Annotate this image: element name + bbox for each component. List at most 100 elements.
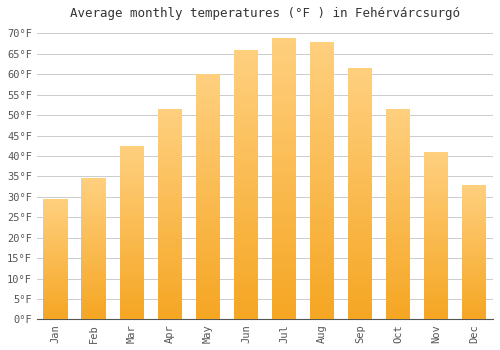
Bar [348,239,372,244]
Bar [348,284,372,289]
Bar [386,223,410,227]
Bar [120,306,144,309]
Bar [234,114,258,120]
Bar [234,293,258,298]
Bar [348,279,372,284]
Bar [158,202,182,206]
Bar [310,219,334,225]
Bar [234,147,258,152]
Bar [272,145,296,150]
Bar [348,289,372,294]
Bar [234,174,258,179]
Bar [462,233,486,236]
Bar [424,219,448,222]
Bar [310,169,334,175]
Bar [310,308,334,314]
Bar [158,239,182,244]
Bar [44,228,68,230]
Bar [272,139,296,145]
Bar [310,281,334,286]
Bar [120,288,144,292]
Bar [310,270,334,275]
Bar [82,286,106,288]
Bar [158,126,182,130]
Bar [120,188,144,191]
Bar [310,42,334,47]
Bar [234,120,258,125]
Bar [196,275,220,280]
Bar [348,194,372,199]
Bar [348,159,372,164]
Bar [44,274,68,276]
Bar [386,277,410,281]
Bar [348,304,372,309]
Bar [234,201,258,206]
Bar [82,311,106,314]
Bar [158,134,182,139]
Bar [196,187,220,192]
Bar [386,118,410,122]
Bar [120,184,144,188]
Bar [462,268,486,271]
Bar [348,299,372,304]
Bar [158,139,182,143]
Bar [120,267,144,271]
Bar [82,218,106,221]
Bar [462,266,486,268]
Bar [462,312,486,314]
Bar [234,228,258,233]
Bar [310,197,334,203]
Bar [120,285,144,288]
Bar [386,303,410,307]
Bar [234,50,258,55]
Bar [462,206,486,209]
Bar [82,288,106,291]
Bar [348,113,372,118]
Bar [348,88,372,93]
Bar [424,289,448,293]
Bar [82,294,106,297]
Bar [386,315,410,320]
Bar [120,302,144,306]
Bar [462,203,486,206]
Bar [44,279,68,281]
Bar [272,286,296,291]
Bar [424,259,448,262]
Bar [158,223,182,227]
Bar [234,206,258,212]
Bar [196,123,220,128]
Bar [44,204,68,206]
Bar [310,247,334,253]
Bar [348,264,372,269]
Bar [44,254,68,257]
Bar [158,181,182,185]
Bar [44,238,68,240]
Bar [310,86,334,92]
Bar [462,239,486,241]
Bar [120,167,144,170]
Bar [348,254,372,259]
Bar [120,222,144,226]
Bar [424,262,448,266]
Bar [158,155,182,160]
Bar [120,174,144,177]
Bar [158,294,182,299]
Bar [310,258,334,264]
Bar [424,279,448,282]
Bar [272,43,296,49]
Bar [310,136,334,142]
Bar [196,89,220,94]
Bar [348,154,372,159]
Bar [272,274,296,280]
Bar [196,197,220,202]
Bar [272,105,296,111]
Bar [158,172,182,176]
Bar [348,108,372,113]
Bar [158,303,182,307]
Bar [462,298,486,301]
Bar [234,55,258,61]
Bar [234,82,258,88]
Bar [120,156,144,160]
Bar [44,242,68,245]
Bar [158,315,182,320]
